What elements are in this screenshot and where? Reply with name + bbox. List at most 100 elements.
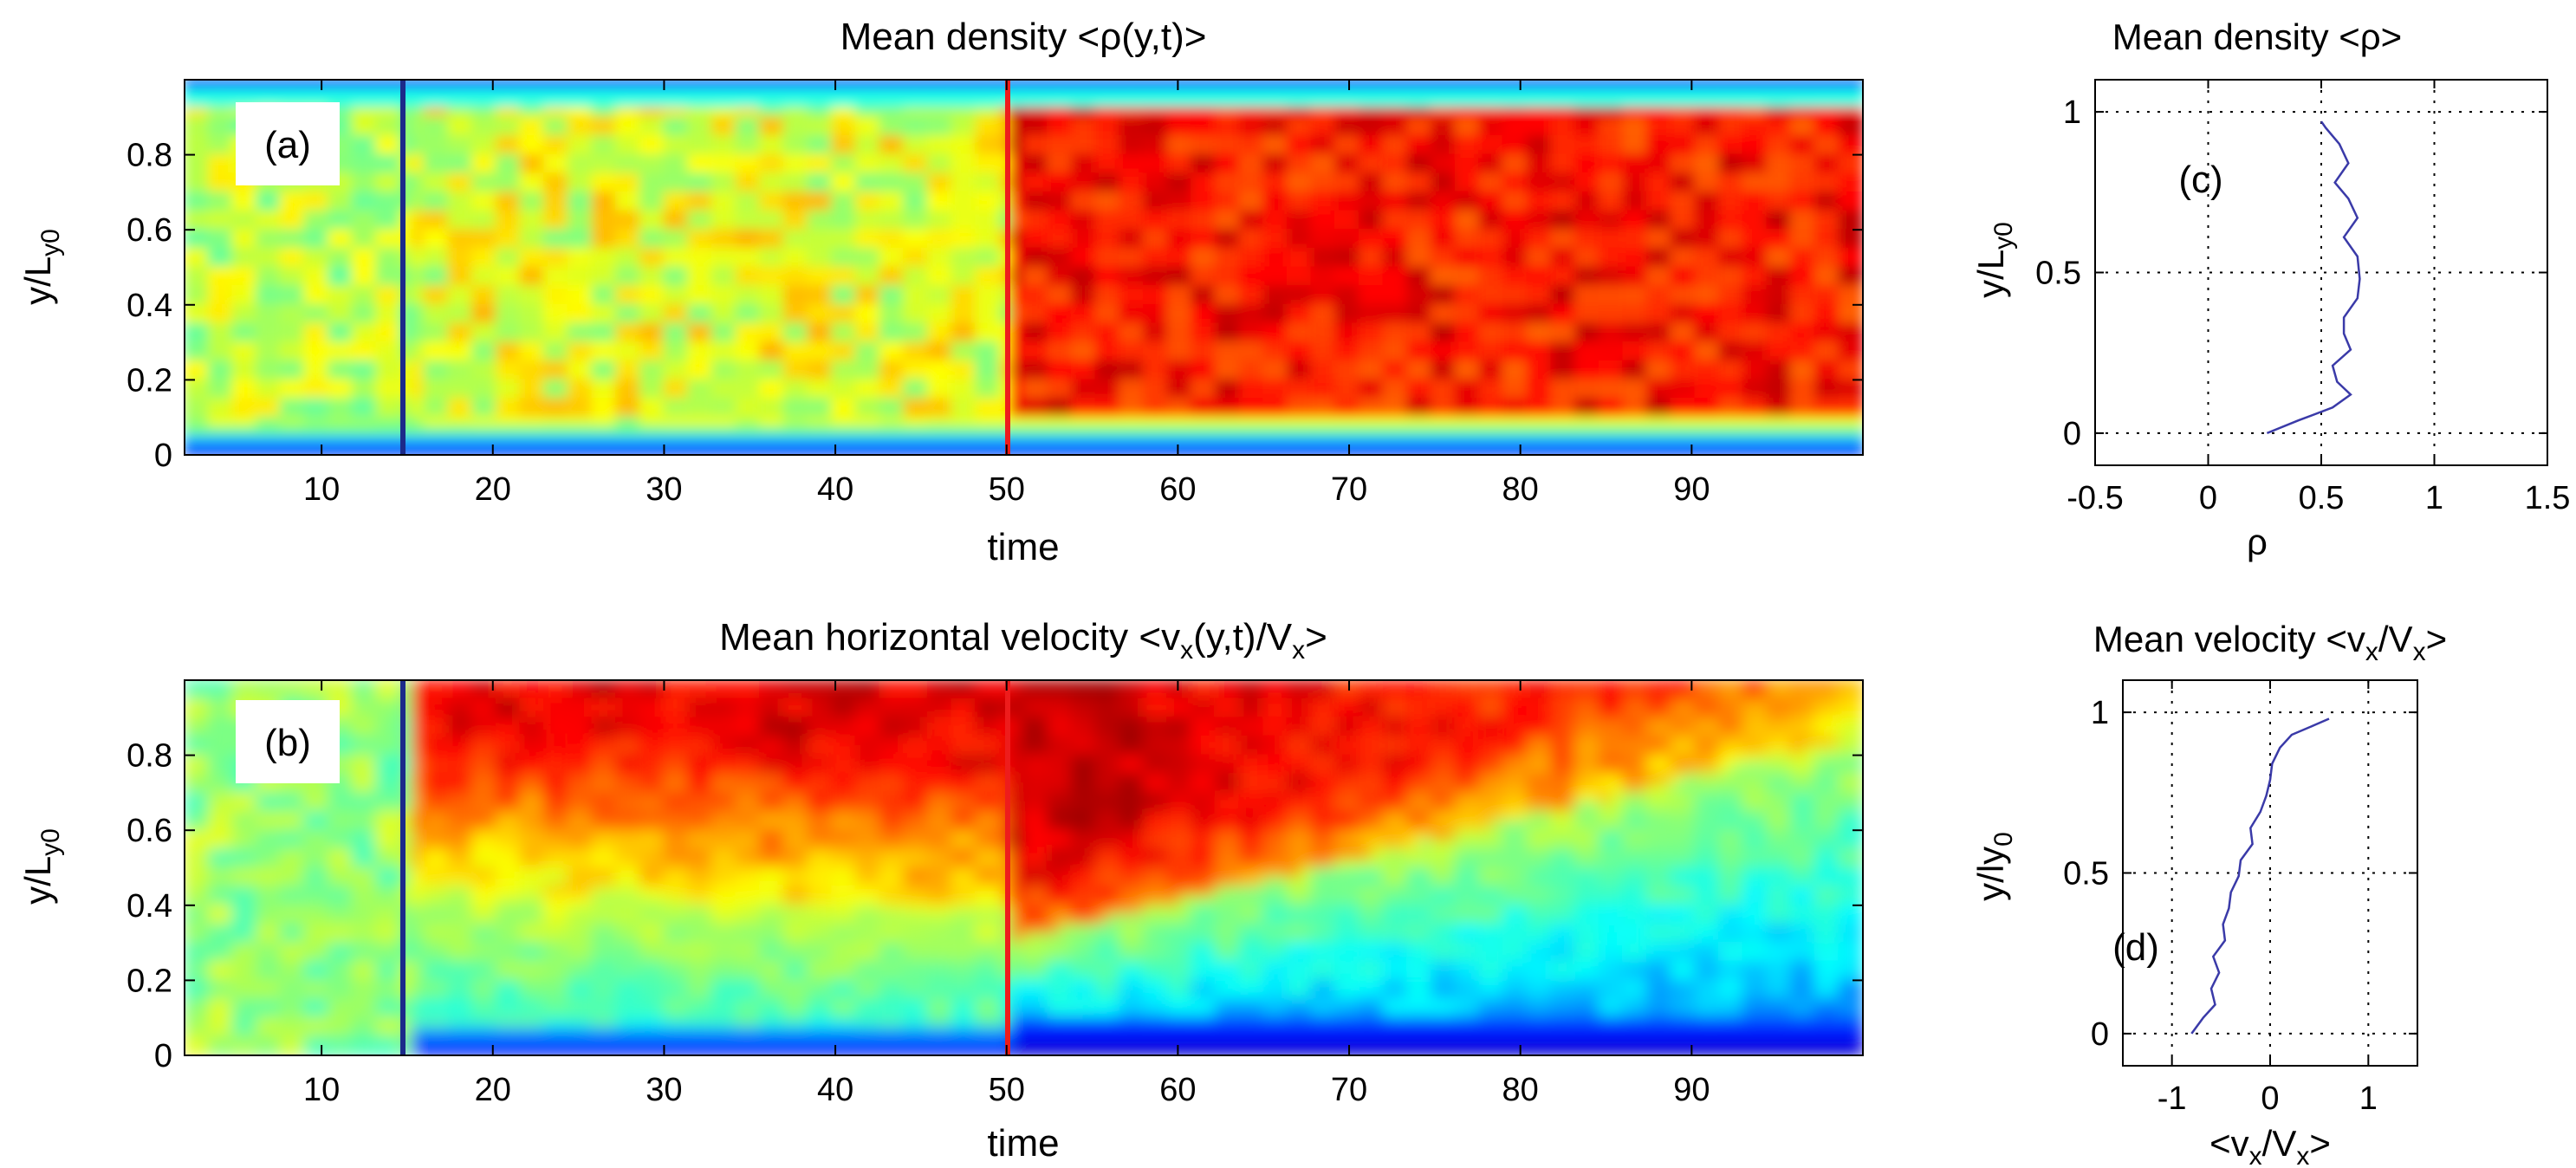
heatmap-a-cell [914, 210, 929, 222]
heatmap-a-cell [1178, 435, 1193, 447]
heatmap-a-cell [1394, 182, 1409, 193]
heatmap-a-cell [735, 379, 749, 391]
heatmap-a-cell [1262, 107, 1277, 119]
heatmap-a-cell [1394, 360, 1409, 372]
heatmap-a-cell [879, 247, 893, 259]
heatmap-a-cell [807, 80, 821, 90]
heatmap-a-cell [687, 126, 701, 137]
heatmap-a-cell [495, 80, 509, 90]
heatmap-a-cell [770, 219, 785, 231]
heatmap-a-cell [866, 332, 881, 344]
heatmap-a-cell [1070, 153, 1085, 165]
heatmap-a-cell [243, 416, 258, 428]
heatmap-a-cell [303, 398, 318, 409]
heatmap-a-cell [1166, 80, 1181, 90]
heatmap-a-cell [782, 191, 797, 203]
heatmap-a-cell [1178, 303, 1193, 315]
heatmap-a-cell [1346, 219, 1360, 231]
heatmap-a-cell [411, 341, 425, 353]
heatmap-a-cell [842, 153, 857, 165]
heatmap-a-cell [1142, 285, 1157, 296]
heatmap-a-cell [1070, 406, 1085, 419]
heatmap-a-cell [1070, 398, 1085, 409]
heatmap-a-cell [723, 134, 737, 146]
heatmap-a-cell [231, 435, 246, 447]
heatmap-a-cell [267, 379, 282, 391]
heatmap-a-cell [951, 425, 965, 438]
heatmap-a-cell [1418, 210, 1432, 222]
heatmap-a-cell [1442, 88, 1457, 100]
heatmap-a-cell [423, 303, 438, 315]
heatmap-a-cell [1310, 219, 1325, 231]
heatmap-a-cell [735, 126, 749, 137]
heatmap-a-cell [1310, 369, 1325, 381]
heatmap-a-cell [579, 350, 594, 362]
heatmap-a-cell [1262, 97, 1277, 109]
heatmap-a-cell [351, 134, 366, 146]
heatmap-a-cell [375, 416, 390, 428]
heatmap-a-cell [423, 210, 438, 222]
heatmap-a-cell [770, 97, 785, 109]
heatmap-a-cell [1094, 80, 1109, 90]
heatmap-a-cell [1430, 341, 1444, 353]
heatmap-a-cell [459, 406, 474, 419]
heatmap-a-cell [1142, 322, 1157, 334]
heatmap-a-cell [1010, 238, 1025, 250]
heatmap-a-cell [507, 247, 522, 259]
heatmap-a-cell [698, 191, 713, 203]
heatmap-a-cell [219, 210, 234, 222]
heatmap-a-cell [1178, 210, 1193, 222]
heatmap-a-cell [1310, 163, 1325, 175]
heatmap-a-cell [1298, 80, 1313, 90]
heatmap-a-cell [267, 285, 282, 296]
heatmap-a-cell [1275, 332, 1288, 344]
heatmap-a-cell [375, 322, 390, 334]
heatmap-a-cell [698, 266, 713, 278]
heatmap-a-cell [1142, 256, 1157, 269]
heatmap-a-cell [207, 238, 222, 250]
heatmap-a-cell [1358, 416, 1372, 428]
heatmap-a-cell [770, 276, 785, 288]
heatmap-a-cell [1214, 360, 1229, 372]
heatmap-a-cell [315, 435, 330, 447]
heatmap-a-cell [1358, 276, 1372, 288]
heatmap-a-cell [1178, 134, 1193, 146]
heatmap-a-cell [567, 276, 581, 288]
heatmap-a-cell [759, 388, 773, 400]
heatmap-a-cell [963, 360, 977, 372]
heatmap-a-cell [1035, 238, 1049, 250]
heatmap-a-cell [1010, 303, 1025, 315]
heatmap-a-cell [626, 126, 641, 137]
heatmap-a-cell [1442, 313, 1457, 325]
heatmap-a-cell [675, 360, 690, 372]
heatmap-a-cell [1131, 276, 1145, 288]
heatmap-a-cell [471, 388, 485, 400]
heatmap-a-cell [759, 256, 773, 269]
heatmap-a-cell [626, 80, 641, 90]
heatmap-a-cell [459, 247, 474, 259]
heatmap-a-cell [1131, 435, 1145, 447]
heatmap-a-cell [579, 313, 594, 325]
heatmap-a-cell [687, 182, 701, 193]
heatmap-a-cell [1502, 444, 1516, 455]
heatmap-a-cell [639, 191, 653, 203]
heatmap-a-cell [219, 247, 234, 259]
heatmap-a-cell [1466, 163, 1481, 175]
heatmap-a-cell [639, 88, 653, 100]
heatmap-a-cell [615, 294, 629, 306]
heatmap-a-cell [926, 256, 941, 269]
heatmap-a-cell [1454, 379, 1469, 391]
heatmap-a-cell [711, 341, 725, 353]
heatmap-a-cell [351, 369, 366, 381]
heatmap-a-cell [1059, 238, 1073, 250]
heatmap-a-cell [842, 379, 857, 391]
heatmap-a-cell [375, 276, 390, 288]
heatmap-a-cell [483, 88, 497, 100]
heatmap-a-cell [279, 332, 294, 344]
heatmap-a-cell [747, 126, 762, 137]
heatmap-a-cell [519, 266, 534, 278]
heatmap-a-cell [782, 153, 797, 165]
heatmap-a-cell [1214, 276, 1229, 288]
heatmap-a-cell [1466, 332, 1481, 344]
heatmap-a-cell [1142, 134, 1157, 146]
